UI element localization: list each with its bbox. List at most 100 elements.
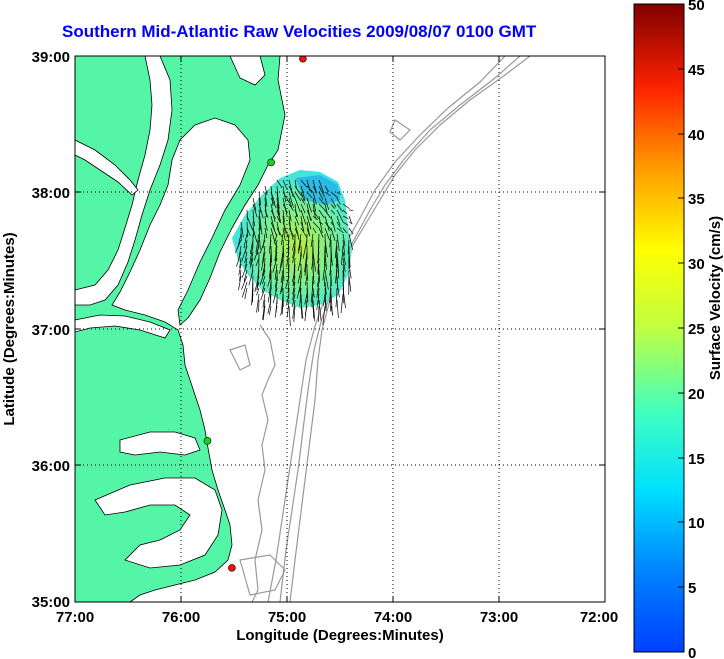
velocity-arrow [244, 251, 248, 264]
velocity-arrow [306, 269, 309, 281]
velocity-arrow [330, 203, 335, 209]
velocity-arrow [264, 191, 268, 207]
velocity-arrow [330, 251, 333, 266]
velocity-arrow [324, 299, 327, 312]
velocity-arrow [312, 191, 317, 205]
velocity-arrow [252, 227, 258, 243]
velocity-arrow [336, 197, 341, 205]
velocity-arrow [294, 203, 297, 218]
colorbar-tick-label: 40 [688, 127, 705, 144]
velocity-arrow [285, 275, 290, 289]
x-tick-label: 75:00 [268, 609, 306, 626]
velocity-arrow [347, 239, 350, 254]
station-marker [228, 564, 236, 572]
velocity-arrow [323, 275, 326, 287]
velocity-arrow [336, 209, 344, 222]
velocity-arrow [279, 257, 284, 274]
y-tick-label: 36:00 [32, 458, 70, 475]
velocity-arrow [282, 191, 290, 203]
velocity-arrow [324, 257, 327, 268]
velocity-arrow [324, 287, 327, 309]
velocity-arrow [239, 257, 242, 269]
velocity-arrow [322, 263, 326, 281]
colorbar-label: Surface Velocity (cm/s) [707, 216, 724, 380]
colorbar-tick-label: 10 [688, 515, 705, 532]
velocity-arrow [268, 263, 272, 279]
velocity-arrow [249, 245, 254, 264]
velocity-arrow [311, 257, 314, 270]
velocity-arrow [249, 239, 254, 255]
velocity-arrow [252, 203, 258, 218]
velocity-arrow [330, 191, 338, 198]
velocity-arrow [348, 275, 352, 292]
velocity-arrow [267, 275, 272, 287]
james-river [75, 314, 171, 339]
velocity-arrow [348, 227, 354, 235]
velocity-arrow [323, 293, 326, 306]
velocity-arrow [318, 221, 324, 225]
colorbar-ticks [678, 68, 684, 588]
velocity-arrow [267, 281, 272, 303]
velocity-arrow [254, 275, 260, 292]
velocity-arrow [256, 293, 260, 313]
velocity-arrow [264, 227, 268, 239]
velocity-arrow [258, 209, 262, 231]
velocity-arrow [292, 245, 296, 259]
velocity-arrow [336, 227, 344, 234]
velocity-arrow [318, 179, 324, 194]
velocity-arrow [241, 263, 248, 278]
velocity-arrow [258, 191, 262, 206]
velocity-arrow [270, 203, 276, 223]
velocity-arrow [342, 215, 349, 220]
velocity-arrow [342, 287, 346, 308]
velocity-arrow [280, 305, 284, 316]
velocity-arrow [330, 209, 336, 215]
velocity-arrow [336, 191, 341, 195]
colorbar-tick-label: 25 [688, 321, 705, 338]
velocity-arrow [282, 221, 289, 238]
x-tick-label: 77:00 [56, 609, 94, 626]
velocity-arrow [280, 233, 284, 245]
velocity-arrow [239, 269, 242, 282]
velocity-arrow [318, 227, 324, 238]
velocity-arrow [282, 227, 286, 241]
velocity-arrow [310, 281, 314, 303]
axis-ticks [75, 56, 605, 602]
velocity-arrow [298, 233, 302, 252]
velocity-arrow [254, 245, 260, 261]
velocity-arrow [238, 263, 242, 276]
velocity-arrow [274, 245, 278, 262]
velocity-arrow [287, 239, 290, 252]
velocity-arrow [294, 227, 299, 236]
colorbar-tick-label: 50 [688, 0, 705, 14]
velocity-arrows [235, 179, 354, 327]
velocity-arrow [312, 185, 317, 193]
velocity-arrow [288, 197, 292, 207]
velocity-arrow [270, 191, 276, 204]
velocity-arrow [261, 281, 266, 293]
colorbar-tick-label: 35 [688, 191, 705, 208]
y-tick-label: 37:00 [32, 322, 70, 339]
velocity-arrow [306, 203, 311, 221]
velocity-arrow [348, 215, 352, 224]
velocity-arrow [318, 269, 320, 283]
velocity-arrow [300, 227, 307, 238]
velocity-arrow [279, 281, 284, 295]
velocity-arrow [268, 305, 272, 316]
velocity-arrow [262, 305, 266, 321]
velocity-arrow [262, 275, 266, 285]
velocity-arrow [294, 221, 300, 240]
velocity-arrow [335, 293, 338, 308]
velocity-arrow [336, 221, 342, 230]
x-axis-label: Longitude (Degrees:Minutes) [236, 627, 444, 644]
velocity-arrow [272, 257, 278, 273]
velocity-arrow [300, 185, 306, 201]
velocity-arrow [294, 215, 300, 226]
velocity-arrow [318, 197, 326, 206]
velocity-arrow [250, 251, 254, 266]
map-title: Southern Mid-Atlantic Raw Velocities 200… [62, 22, 537, 41]
velocity-arrow [324, 215, 330, 232]
velocity-arrow [274, 263, 278, 280]
velocity-arrow [292, 275, 296, 287]
colorbar-tick-label: 15 [688, 451, 705, 468]
